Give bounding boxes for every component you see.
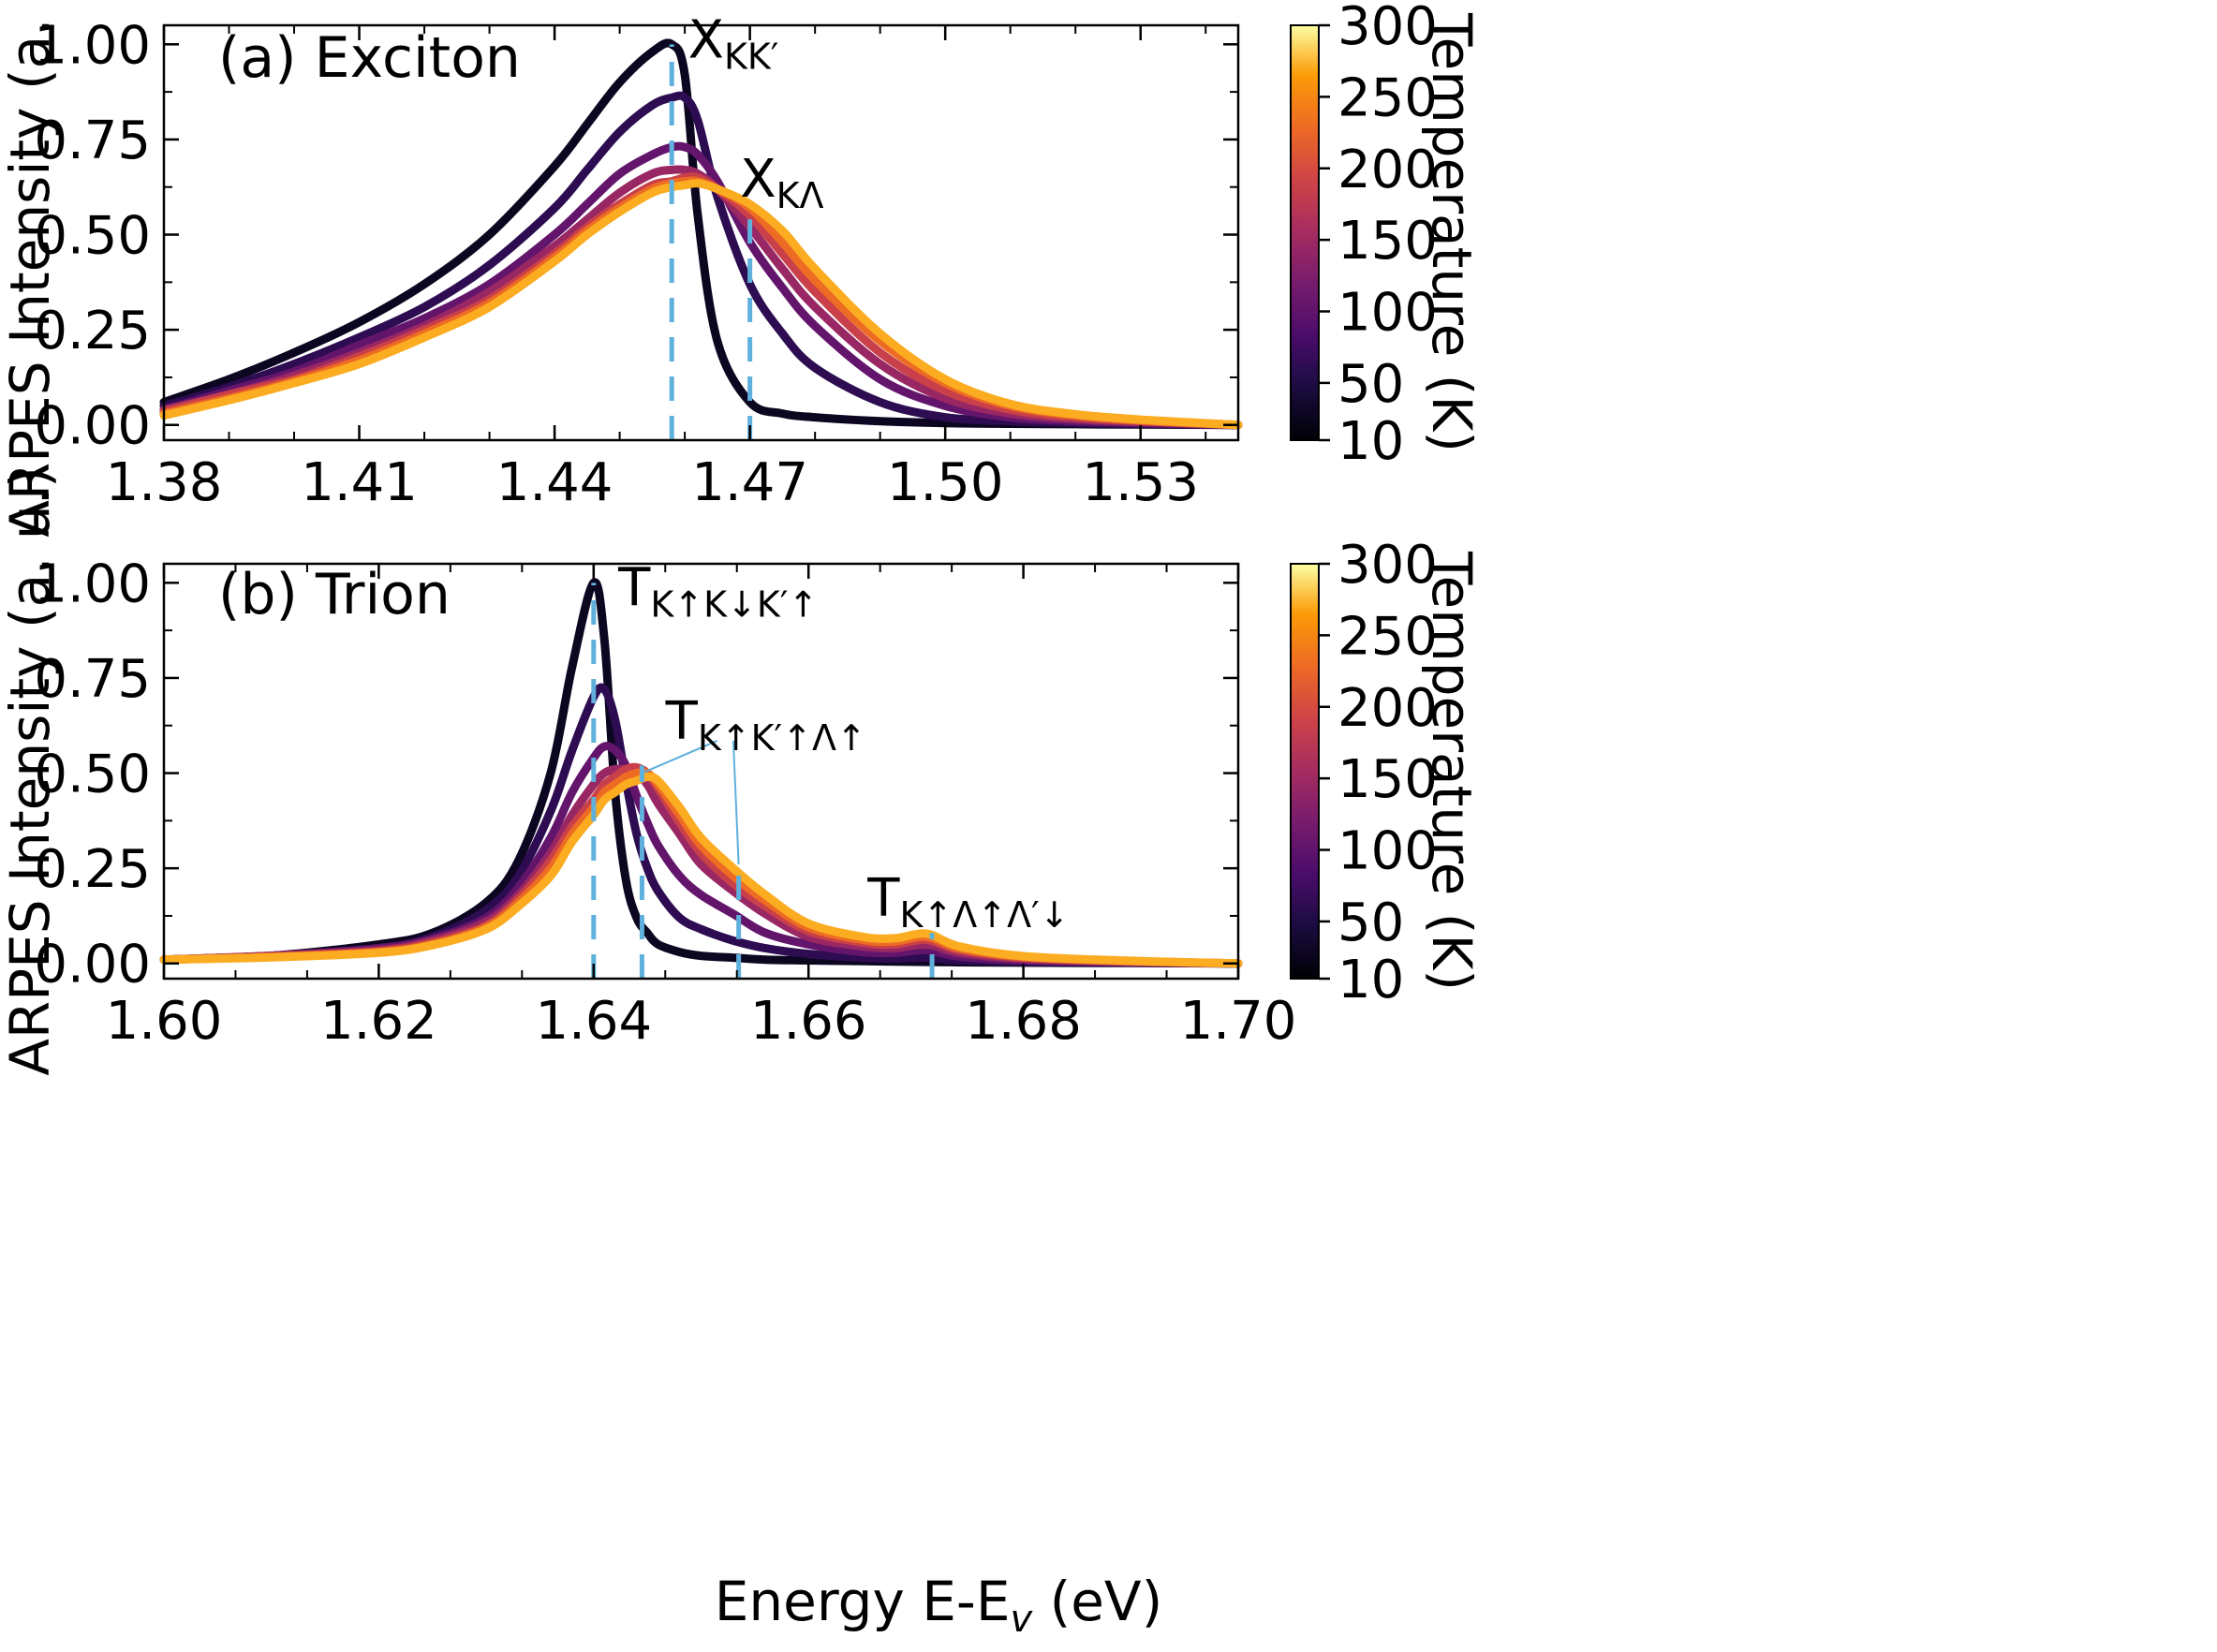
exciton-y-axis-label: ARPES Intensity (a. u.) [0,0,62,538]
colorbar-tick-label: 300 [1338,535,1438,596]
peak-annotation-base: T [617,558,651,619]
trion-panel: 1.60 1.62 1.64 1.66 1.68 1.70 0.00 0.25 0.50 0.75… [0,466,1484,1076]
peak-annotation-3: TK↑Λ↑Λ′↓ [866,868,1069,936]
exciton-peak-markers [669,44,753,440]
series-line-300k [159,772,1243,968]
peak-annotation-base: X [688,10,724,71]
x-tick-label: 1.38 [106,452,223,513]
colorbar-tick-label: 150 [1338,211,1438,272]
x-tick-label: 1.60 [106,991,223,1052]
plot-frame [162,23,1240,442]
series-line-10k [159,578,1243,968]
peak-annotation-base: X [740,149,776,210]
x-tick-label: 1.62 [320,991,437,1052]
x-tick-label: 1.44 [496,452,613,513]
series-line-150k [159,764,1243,968]
exciton-annotations: XKK′XKΛ [688,10,824,216]
colorbar-tick-label: 250 [1338,606,1438,667]
x-tick-label: 1.68 [965,991,1082,1052]
series-line-300k [159,179,1243,430]
peak-annotation-subscript: KK′ [724,37,778,78]
x-tick-label: 1.50 [887,452,1004,513]
y-tick-label: 0.50 [34,206,151,267]
x-axis-label-main: Energy E-E [715,1570,1011,1633]
y-tick-label: 0.75 [34,649,151,710]
series-line-50k [159,683,1243,968]
series-line-50k [159,91,1243,430]
colorbar-tick-label: 10 [1338,411,1404,472]
trion-axes: 1.60 1.62 1.64 1.66 1.68 1.70 0.00 0.25 0.50 0.75… [34,553,1296,1052]
y-tick-label: 1.00 [34,553,151,614]
peak-annotation-subscript: KΛ [776,175,824,216]
trion-peak-markers [591,583,935,979]
annotation-leader-line-1 [642,740,718,774]
y-tick-label: 0.25 [34,839,151,900]
peak-annotation-2: TK↑K′↑Λ↑ [665,691,866,759]
exciton-panel: 1.38 1.41 1.44 1.47 1.50 1.53 0.00 0.25 0.50 0.75… [0,0,1484,538]
colorbar-tick-label: 10 [1338,950,1404,1010]
y-tick-label: 1.00 [34,15,151,76]
peak-annotation-1: TK↑K↓K′↑ [617,558,818,626]
x-tick-label: 1.41 [301,452,418,513]
x-tick-label: 1.66 [750,991,867,1052]
colorbar-tick-label: 150 [1338,749,1438,810]
series-line-100k [159,141,1243,430]
colorbar-tick-label: 100 [1338,283,1438,344]
peak-annotation-subscript: K↑Λ↑Λ′↓ [900,894,1070,936]
y-tick-label: 0.00 [34,396,151,457]
y-tick-label: 0.50 [34,745,151,805]
y-tick-label: 0.00 [34,935,151,996]
x-tick-label: 1.70 [1180,991,1297,1052]
x-tick-label: 1.47 [691,452,808,513]
colorbar-gradient [1290,563,1320,980]
x-axis-label-subscript: v [1010,1598,1033,1641]
colorbar-label: Temperature (K) [1420,12,1484,452]
exciton-axes: 1.38 1.41 1.44 1.47 1.50 1.53 0.00 0.25 0.50 0.75… [34,15,1240,513]
peak-annotation-subscript: K↑K↓K′↑ [650,584,818,626]
x-tick-label: 1.64 [535,991,652,1052]
colorbar-gradient [1290,24,1320,441]
colorbar-tick-label: 50 [1338,354,1404,415]
colorbar-tick-label: 100 [1338,821,1438,882]
colorbar-tick-label: 50 [1338,892,1404,953]
colorbar-tick-label: 250 [1338,67,1438,128]
x-tick-label: 1.53 [1082,452,1199,513]
trion-y-axis-label: ARPES Intensity (a. u.) [0,466,62,1076]
trion-series-group [159,578,1243,968]
colorbar-tick-label: 200 [1338,678,1438,739]
peak-annotation-1: XKK′ [688,10,779,78]
exciton-series-group [159,38,1243,430]
annotation-leader-line-2 [732,740,740,865]
x-axis-label-tail: (eV) [1032,1570,1162,1633]
y-tick-label: 0.25 [34,301,151,361]
colorbar-label: Temperature (K) [1420,551,1484,991]
peak-annotation-subscript: K↑K′↑Λ↑ [698,717,866,759]
y-tick-label: 0.75 [34,111,151,171]
plot-frame [162,562,1240,981]
peak-annotation-2: XKΛ [740,149,823,216]
x-axis-label: Energy E-Ev (eV) [715,1570,1162,1641]
colorbar-tick-label: 200 [1338,140,1438,200]
peak-annotation-base: T [866,868,900,929]
peak-annotation-base: T [665,691,699,752]
exciton-panel-title: (a) Exciton [218,25,521,91]
colorbar-tick-label: 300 [1338,0,1438,57]
trion-panel-title: (b) Trion [218,562,451,627]
trion-annotations: TK↑K↓K′↑TK↑K′↑Λ↑TK↑Λ↑Λ′↓ [617,558,1069,936]
